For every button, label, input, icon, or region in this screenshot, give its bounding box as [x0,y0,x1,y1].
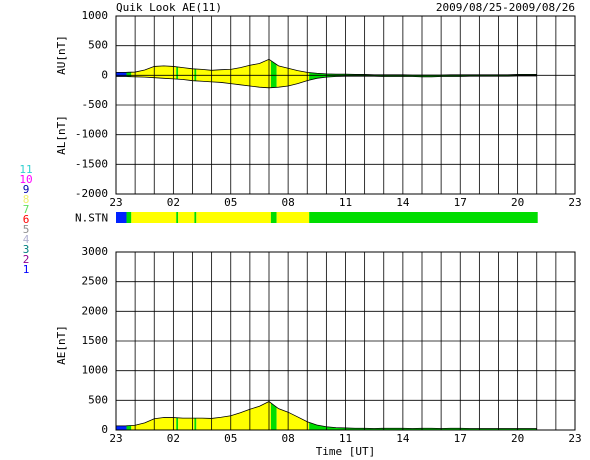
station-segment [176,212,179,223]
legend-entry: 1 [23,263,30,276]
area-fill [276,64,310,76]
plot-frame [115,251,576,431]
area-fill [176,66,179,76]
area-fill [270,75,277,88]
x-tick-label: 11 [339,196,352,209]
area-fill [126,72,132,76]
x-axis-label: Time [UT] [316,445,376,458]
area-fill [194,75,197,81]
y-tick-label: 2500 [82,275,109,288]
x-tick-label: 05 [224,432,237,445]
legend-entry: 10 [19,173,32,186]
area-fill [176,417,179,430]
station-segment [116,212,127,223]
x-tick-label: 14 [396,196,410,209]
y-tick-label: -2000 [75,187,108,200]
x-tick-label: 11 [339,432,352,445]
x-tick-label: 20 [511,432,524,445]
area-fill [270,60,277,76]
station-segment [270,212,277,223]
y-tick-label: 500 [88,393,108,406]
area-fill [178,67,195,76]
area-fill [126,425,132,430]
y-tick-label: -500 [82,98,109,111]
area-fill [116,425,127,430]
area-fill [276,407,310,430]
area-fill [131,417,177,430]
legend-entry: 4 [23,233,30,246]
station-segment [309,212,538,223]
area-fill [196,59,271,76]
x-tick-label: 23 [109,432,122,445]
x-tick-label: 08 [282,432,295,445]
legend-entry: 7 [23,203,30,216]
x-tick-label: 08 [282,196,295,209]
y-axis-label: AL[nT] [55,115,68,155]
y-axis-label: AU[nT] [55,35,68,75]
area-fill [270,402,277,430]
y-tick-label: 500 [88,39,108,52]
legend-entry: 3 [23,243,30,256]
area-fill [116,72,127,76]
x-tick-label: 17 [454,196,467,209]
area-fill [131,65,177,76]
legend-entry: 5 [23,223,30,236]
area-fill [194,418,197,430]
station-segment [196,212,271,223]
legend-entry: 2 [23,253,30,266]
legend-entry: 6 [23,213,30,226]
y-tick-label: 1000 [82,9,109,22]
area-fill [176,75,179,80]
legend-entry: 8 [23,193,30,206]
y-tick-label: 1500 [82,334,109,347]
station-segment [178,212,195,223]
station-segment [126,212,132,223]
station-segment [194,212,197,223]
y-tick-label: 0 [101,68,108,81]
x-tick-label: 23 [568,196,581,209]
x-tick-label: 02 [167,196,180,209]
x-tick-label: 14 [396,432,410,445]
x-tick-label: 02 [167,432,180,445]
x-tick-label: 05 [224,196,237,209]
chart-title: Quik Look AE(11) [116,1,222,14]
station-segment [276,212,310,223]
y-tick-label: 3000 [82,245,109,258]
x-tick-label: 17 [454,432,467,445]
y-tick-label: 0 [101,423,108,436]
area-fill [194,68,197,76]
plot-frame [115,15,576,195]
x-tick-label: 20 [511,196,524,209]
x-tick-label: 23 [568,432,581,445]
area-fill [196,75,271,88]
legend-entry: 11 [19,163,32,176]
y-tick-label: 1000 [82,364,109,377]
y-tick-label: -1000 [75,128,108,141]
legend-entry: 9 [23,183,30,196]
station-label: N.STN [75,212,108,225]
station-segment [131,212,177,223]
chart-subtitle: 2009/08/25-2009/08/26 [436,1,575,14]
y-axis-label: AE[nT] [55,325,68,365]
y-tick-label: -1500 [75,157,108,170]
x-tick-label: 23 [109,196,122,209]
area-fill [276,75,310,88]
area-fill [178,417,195,430]
y-tick-label: 2000 [82,304,109,317]
